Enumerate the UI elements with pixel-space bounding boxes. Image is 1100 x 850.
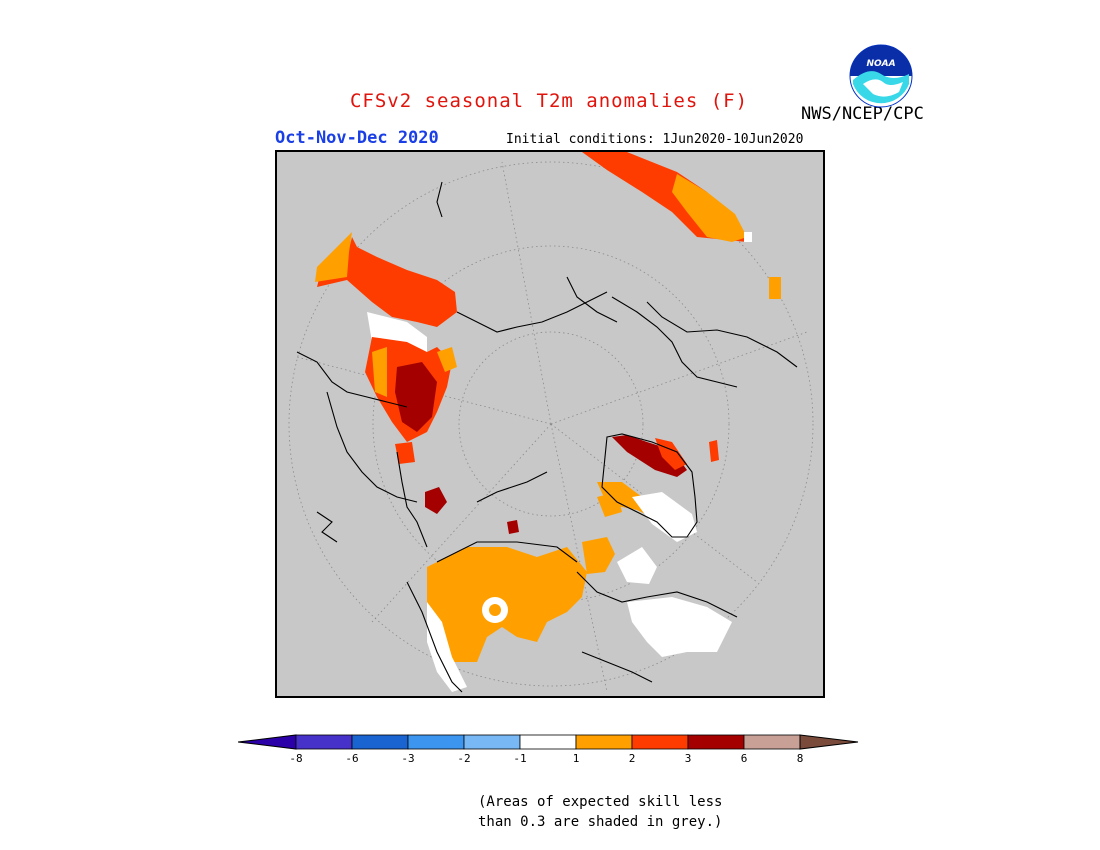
noaa-logo-text: NOAA: [866, 59, 895, 69]
colorbar-tick-label: 6: [740, 752, 748, 765]
colorbar-tick-label: 3: [684, 752, 692, 765]
colorbar-tick-label: -1: [513, 752, 527, 765]
shade-plus2: [769, 277, 781, 299]
colorbar-segment: [687, 734, 745, 750]
colorbar-tick-label: 8: [796, 752, 804, 765]
shade-plus6: [425, 487, 447, 514]
colorbar-tick-label: 1: [572, 752, 580, 765]
skill-note: (Areas of expected skill less than 0.3 a…: [478, 792, 722, 832]
coastlines: [296, 181, 798, 693]
colorbar-segment: [351, 734, 409, 750]
shade-plus6: [395, 362, 437, 432]
polar-map: [275, 150, 825, 698]
colorbar-segment: [631, 734, 689, 750]
shade-plus2: [372, 347, 387, 397]
shade-white: [627, 597, 732, 657]
colorbar-tick-label: 2: [628, 752, 636, 765]
colorbar-tick-label: -2: [457, 752, 471, 765]
shade-plus2: [582, 537, 615, 574]
colorbar-arrow-left: [237, 734, 297, 750]
shade-white: [632, 492, 697, 542]
map-canvas: [288, 152, 814, 693]
season-label: Oct-Nov-Dec 2020: [275, 128, 439, 148]
shade-plus2: [672, 174, 747, 242]
colorbar-segment: [575, 734, 633, 750]
colorbar-segment: [743, 734, 801, 750]
colorbar: [237, 731, 863, 757]
shade-white: [427, 602, 467, 692]
skill-note-line2: than 0.3 are shaded in grey.): [478, 814, 723, 830]
colorbar-tick-label: -8: [289, 752, 303, 765]
agency-label: NWS/NCEP/CPC: [801, 104, 924, 124]
shade-plus2: [427, 547, 587, 662]
shade-plus6: [507, 520, 519, 534]
skill-note-line1: (Areas of expected skill less: [478, 794, 723, 810]
shade-plus3: [317, 237, 457, 327]
shade-plus2: [315, 232, 352, 282]
shade-plus6: [612, 435, 687, 477]
colorbar-arrow-right: [799, 734, 859, 750]
initial-conditions-label: Initial conditions: 1Jun2020-10Jun2020: [506, 132, 804, 147]
colorbar-tick-label: -3: [401, 752, 415, 765]
shade-plus2: [437, 347, 457, 372]
shade-white: [617, 547, 657, 584]
colorbar-svg: [237, 734, 859, 750]
anomaly-shading: [315, 152, 781, 692]
shade-white: [744, 232, 752, 242]
colorbar-segment: [407, 734, 465, 750]
shade-plus3: [395, 442, 415, 464]
map-title: CFSv2 seasonal T2m anomalies (F): [349, 90, 749, 112]
shade-plus3: [709, 440, 719, 462]
noaa-logo: NOAA: [849, 44, 913, 112]
colorbar-segment: [519, 734, 577, 750]
colorbar-segment: [295, 734, 353, 750]
colorbar-tick-label: -6: [345, 752, 359, 765]
colorbar-segment: [463, 734, 521, 750]
